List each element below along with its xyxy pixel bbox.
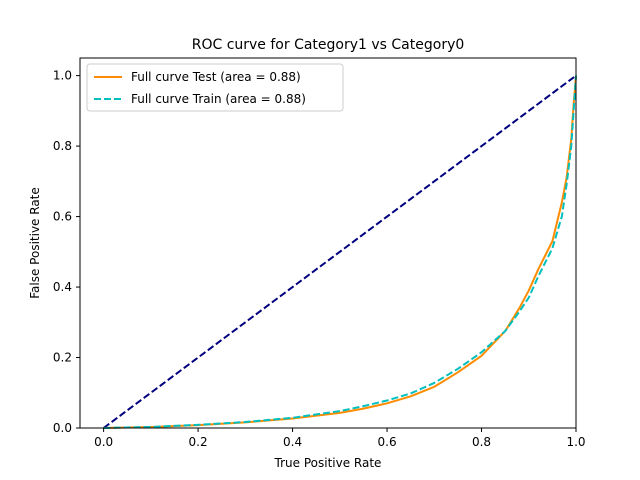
x-tick-label: 0.6 — [378, 435, 397, 449]
chart-title: ROC curve for Category1 vs Category0 — [192, 37, 465, 53]
y-tick-label: 0.2 — [53, 351, 72, 365]
y-tick-label: 0.6 — [53, 210, 72, 224]
series-line-train — [103, 75, 577, 429]
diagonal-reference-line — [103, 74, 577, 429]
x-axis-ticks: 0.0 0.2 0.4 0.6 0.8 1.0 — [94, 428, 586, 449]
y-axis-label: False Positive Rate — [28, 187, 42, 299]
legend: Full curve Test (area = 0.88) Full curve … — [86, 63, 344, 112]
x-tick-label: 0.0 — [94, 435, 113, 449]
y-tick-label: 1.0 — [53, 69, 72, 83]
x-axis-label: True Positive Rate — [274, 456, 382, 470]
plot-frame — [79, 57, 577, 429]
y-tick-label: 0.0 — [53, 421, 72, 435]
legend-label: Full curve Train (area = 0.88) — [131, 92, 306, 106]
legend-label: Full curve Test (area = 0.88) — [131, 70, 301, 84]
x-tick-label: 1.0 — [566, 435, 585, 449]
x-tick-label: 0.8 — [472, 435, 491, 449]
y-tick-label: 0.8 — [53, 139, 72, 153]
series-layer — [103, 74, 577, 429]
legend-box — [86, 63, 344, 112]
y-tick-label: 0.4 — [53, 280, 72, 294]
x-tick-label: 0.4 — [283, 435, 302, 449]
y-axis-ticks: 0.0 0.2 0.4 0.6 0.8 1.0 — [53, 69, 80, 435]
x-tick-label: 0.2 — [189, 435, 208, 449]
